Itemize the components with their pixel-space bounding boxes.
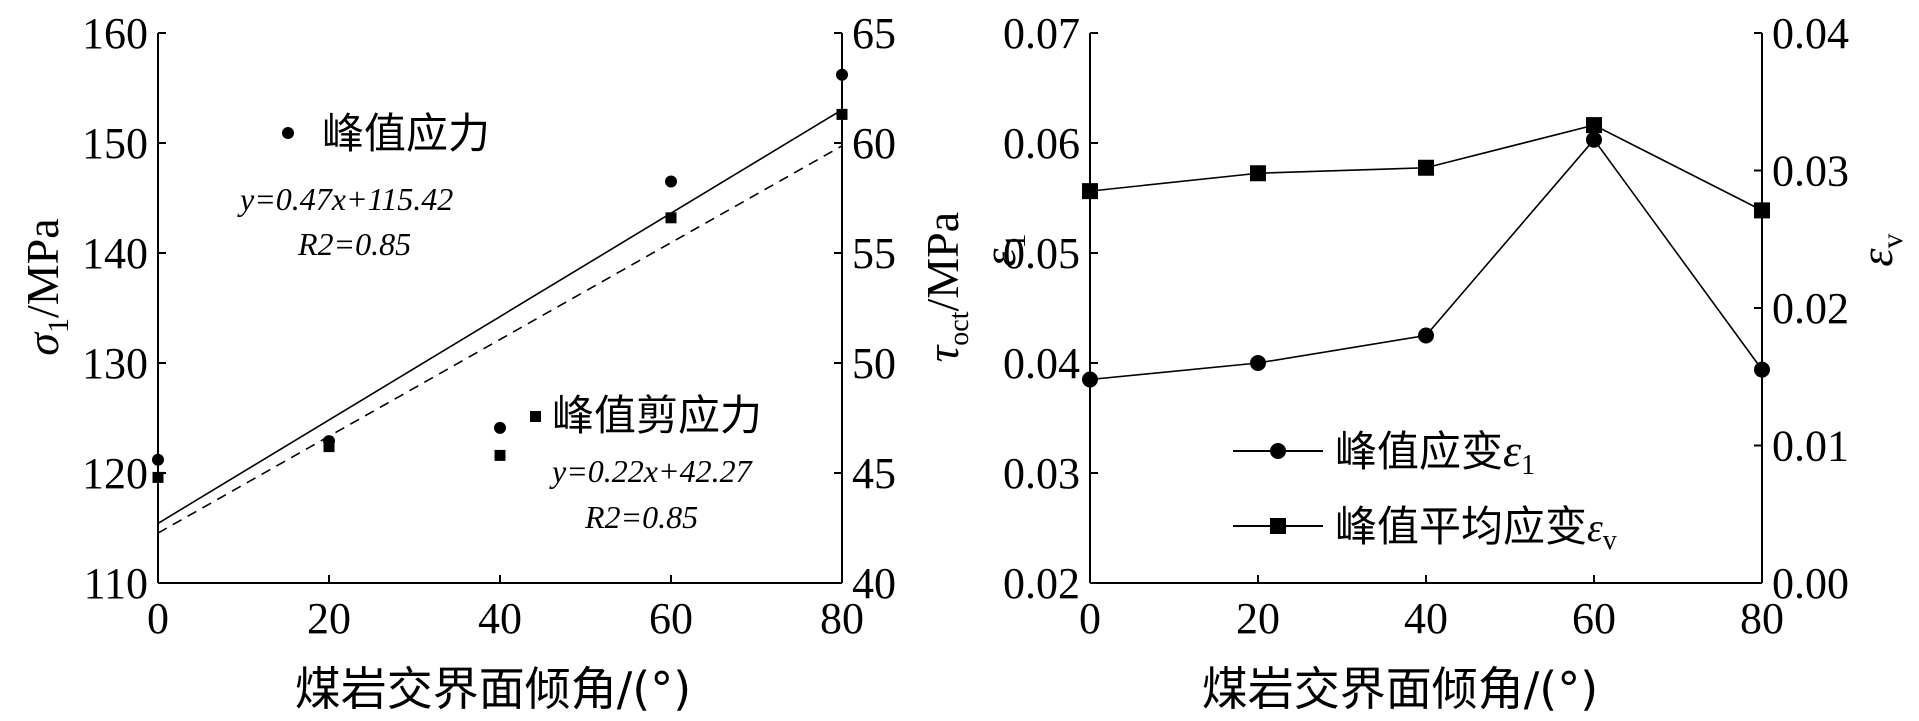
x-tick-label: 20 xyxy=(1236,594,1280,643)
x-tick-label: 20 xyxy=(307,594,351,643)
data-point-circle xyxy=(665,175,677,188)
y-tick-label-left: 140 xyxy=(82,229,148,278)
right-y-ticks-right: 0.00 0.01 0.02 0.03 0.04 xyxy=(1754,9,1849,608)
y-tick-label-left: 0.06 xyxy=(1003,119,1080,168)
right-x-axis-label: 煤岩交界面倾角/(°) xyxy=(1202,662,1598,716)
data-point-circle xyxy=(1250,355,1266,371)
fit-line xyxy=(157,145,843,534)
y-tick-label-right: 55 xyxy=(852,229,896,278)
right-plot-frame xyxy=(1089,33,1763,584)
left-fit-r2-stress: R2=0.85 xyxy=(297,226,411,262)
data-point-square xyxy=(494,449,506,461)
legend-label-peak-strain: 峰值应变 xyxy=(1335,427,1503,476)
legend-item-peak-strain: 峰值应变ε1 xyxy=(1233,425,1535,481)
y-tick-label-right: 0.02 xyxy=(1772,284,1849,333)
svg-text:σ1/MPa: σ1/MPa xyxy=(17,218,75,355)
left-y-ticks-right: 40 45 50 55 60 65 xyxy=(834,9,896,608)
data-point-square xyxy=(1754,202,1770,219)
svg-text:峰值应变ε1: 峰值应变ε1 xyxy=(1335,425,1535,481)
y-tick-label-right: 0.00 xyxy=(1772,559,1849,608)
left-legend-peak-stress: 峰值应力 xyxy=(282,109,490,158)
data-point-square xyxy=(1418,159,1434,176)
y-tick-label-left: 110 xyxy=(84,559,148,608)
data-point-circle xyxy=(152,453,164,466)
y-tick-label-left: 0.02 xyxy=(1003,559,1080,608)
x-tick-label: 60 xyxy=(1572,594,1616,643)
data-point-square xyxy=(1586,117,1602,134)
y-tick-label-right: 45 xyxy=(852,449,896,498)
legend-label-peak-volumetric-strain: 峰值平均应变 xyxy=(1335,502,1587,551)
data-point-circle xyxy=(494,421,506,434)
data-point-square xyxy=(152,471,164,483)
right-data-points xyxy=(1082,117,1770,388)
right-y-axis-label: ε1 xyxy=(974,233,1032,266)
y-tick-label-right: 0.03 xyxy=(1772,147,1849,196)
data-point-circle xyxy=(1754,361,1770,378)
left-fit-equation-shear: y=0.22x+42.27 xyxy=(549,453,754,489)
left-fit-equation-stress: y=0.47x+115.42 xyxy=(237,181,453,217)
y-tick-label-right: 40 xyxy=(852,559,896,608)
x-tick-label: 40 xyxy=(1404,594,1448,643)
left-x-axis-label: 煤岩交界面倾角/(°) xyxy=(295,662,691,716)
data-point-square xyxy=(665,212,677,224)
data-point-square xyxy=(323,441,335,453)
left-plot-frame xyxy=(157,33,843,584)
legend-item-peak-volumetric-strain: 峰值平均应变εv xyxy=(1233,502,1617,556)
left-y-axis-label: σ1/MPa xyxy=(17,218,75,355)
legend-square-marker xyxy=(530,411,541,422)
data-point-square xyxy=(1250,165,1266,182)
y-tick-label-left: 130 xyxy=(82,339,148,388)
right-x-ticks: 0 20 40 60 80 xyxy=(1079,575,1784,643)
svg-text:峰值应力: 峰值应力 xyxy=(322,109,490,158)
svg-text:峰值剪应力: 峰值剪应力 xyxy=(552,391,762,440)
left-legend-peak-shear: 峰值剪应力 xyxy=(530,391,762,440)
y-tick-label-left: 150 xyxy=(82,119,148,168)
y-tick-label-left: 0.03 xyxy=(1003,449,1080,498)
y-tick-label-left: 0.05 xyxy=(1003,229,1080,278)
data-point-square xyxy=(836,108,848,120)
svg-text:ε1: ε1 xyxy=(974,233,1032,266)
data-point-circle xyxy=(1418,327,1434,344)
right-y2-axis-label: εv xyxy=(1851,233,1909,266)
x-tick-label: 60 xyxy=(649,594,693,643)
x-tick-label: 0 xyxy=(147,594,169,643)
right-legend: 峰值应变ε1 峰值平均应变εv xyxy=(1233,425,1617,556)
left-fit-lines xyxy=(157,109,843,534)
y-tick-label-left: 160 xyxy=(82,9,148,58)
data-point-circle xyxy=(1586,131,1602,148)
svg-text:εv: εv xyxy=(1851,233,1909,266)
y-tick-label-right: 0.01 xyxy=(1772,422,1849,471)
left-chart: 0 20 40 60 80 110 120 130 140 150 160 40 45 50 55 60 6… xyxy=(17,9,975,716)
right-y-ticks-left: 0.02 0.03 0.04 0.05 0.06 0.07 xyxy=(1003,9,1098,608)
y-tick-label-right: 60 xyxy=(852,119,896,168)
y-tick-label-left: 0.07 xyxy=(1003,9,1080,58)
left-fit-r2-shear: R2=0.85 xyxy=(584,499,698,535)
y-tick-label-right: 0.04 xyxy=(1772,9,1849,58)
svg-text:τoct/MPa: τoct/MPa xyxy=(917,212,975,362)
data-point-square xyxy=(1082,183,1098,200)
x-tick-label: 0 xyxy=(1079,594,1101,643)
legend-circle-marker xyxy=(282,127,294,139)
fit-line xyxy=(157,109,843,525)
x-tick-label: 40 xyxy=(478,594,522,643)
left-y2-axis-label: τoct/MPa xyxy=(917,212,975,362)
data-point-circle xyxy=(1082,371,1098,388)
y-tick-label-left: 0.04 xyxy=(1003,339,1080,388)
data-point-circle xyxy=(836,68,848,81)
legend-circle-marker xyxy=(1270,443,1286,459)
x-tick-label: 80 xyxy=(820,594,864,643)
y-tick-label-right: 65 xyxy=(852,9,896,58)
x-tick-label: 80 xyxy=(1740,594,1784,643)
y-tick-label-right: 50 xyxy=(852,339,896,388)
left-data-points xyxy=(152,68,848,483)
y-tick-label-left: 120 xyxy=(82,449,148,498)
svg-text:峰值平均应变εv: 峰值平均应变εv xyxy=(1335,502,1617,556)
legend-square-marker xyxy=(1270,518,1286,534)
left-x-ticks: 0 20 40 60 80 xyxy=(147,575,864,643)
right-chart: 0 20 40 60 80 0.020.030.040.050.060.07 0.000… xyxy=(974,9,1909,716)
left-y-ticks-left: 110 120 130 140 150 160 xyxy=(82,9,166,608)
